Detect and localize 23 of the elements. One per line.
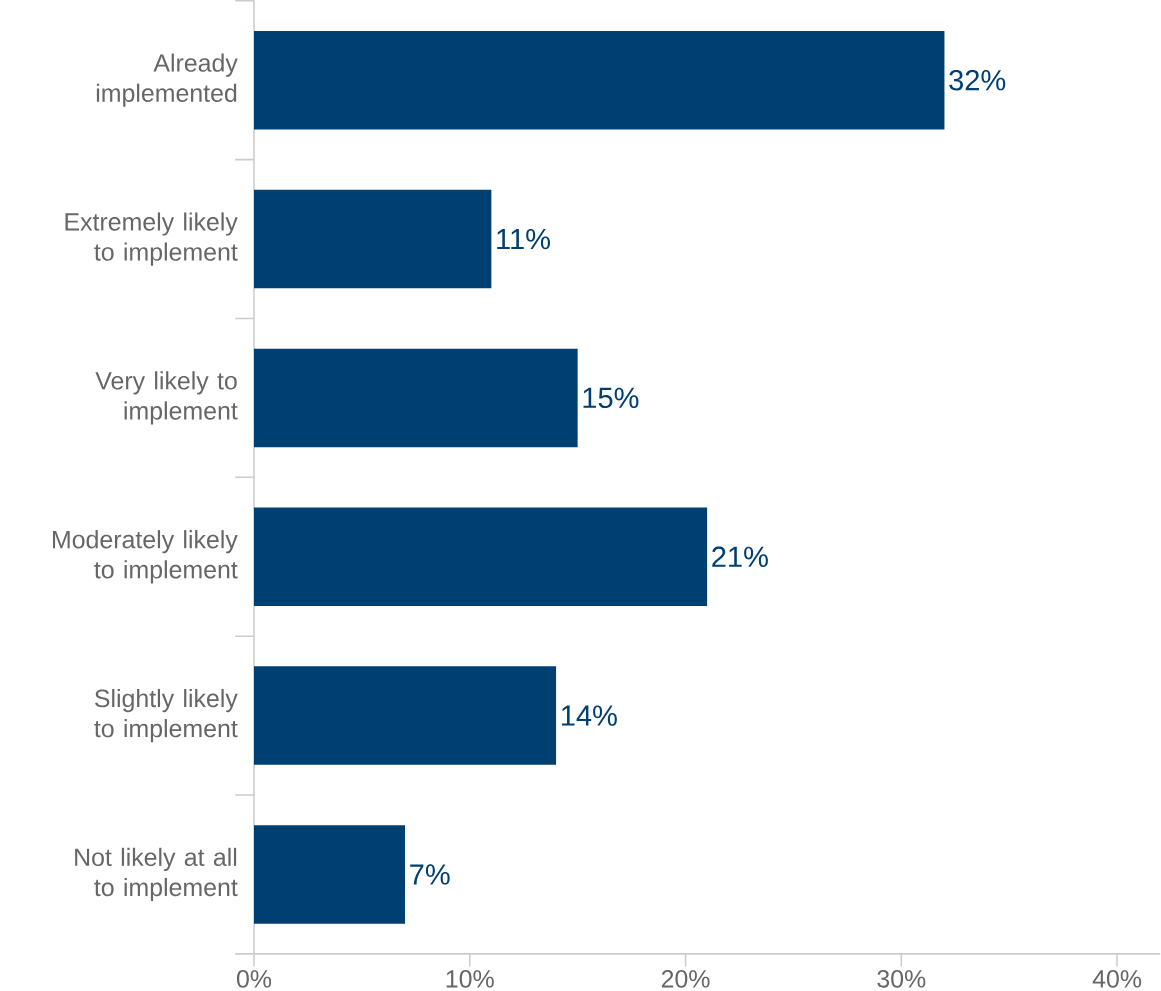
data-label: 15%: [583, 387, 639, 409]
data-label: 7%: [410, 864, 450, 885]
bar: [254, 189, 492, 289]
bar: [254, 825, 406, 924]
bar: [254, 507, 708, 606]
x-tick-label: 10%: [446, 969, 494, 988]
data-label: 21%: [712, 546, 768, 567]
data-label: 11%: [497, 228, 550, 250]
y-tick-label: Slightly likely to implement: [94, 688, 238, 743]
y-tick-label: Already implemented: [96, 53, 238, 107]
x-tick-label: 30%: [877, 969, 926, 988]
x-tick-label: 20%: [661, 969, 710, 988]
y-tick-label: Extremely likely to implement: [65, 212, 238, 266]
bar: [254, 666, 557, 765]
x-tick-label: 0%: [236, 969, 272, 988]
y-tick-label: Not likely at all to implement: [75, 847, 238, 902]
x-tick-label: 40%: [1092, 969, 1142, 988]
y-tick-label: Very likely to implement: [95, 371, 238, 425]
data-label: 32%: [949, 69, 1006, 91]
data-label: 14%: [561, 705, 617, 726]
bar: [254, 348, 578, 448]
bar: [254, 30, 945, 130]
y-tick-label: Moderately likely to implement: [53, 530, 238, 584]
